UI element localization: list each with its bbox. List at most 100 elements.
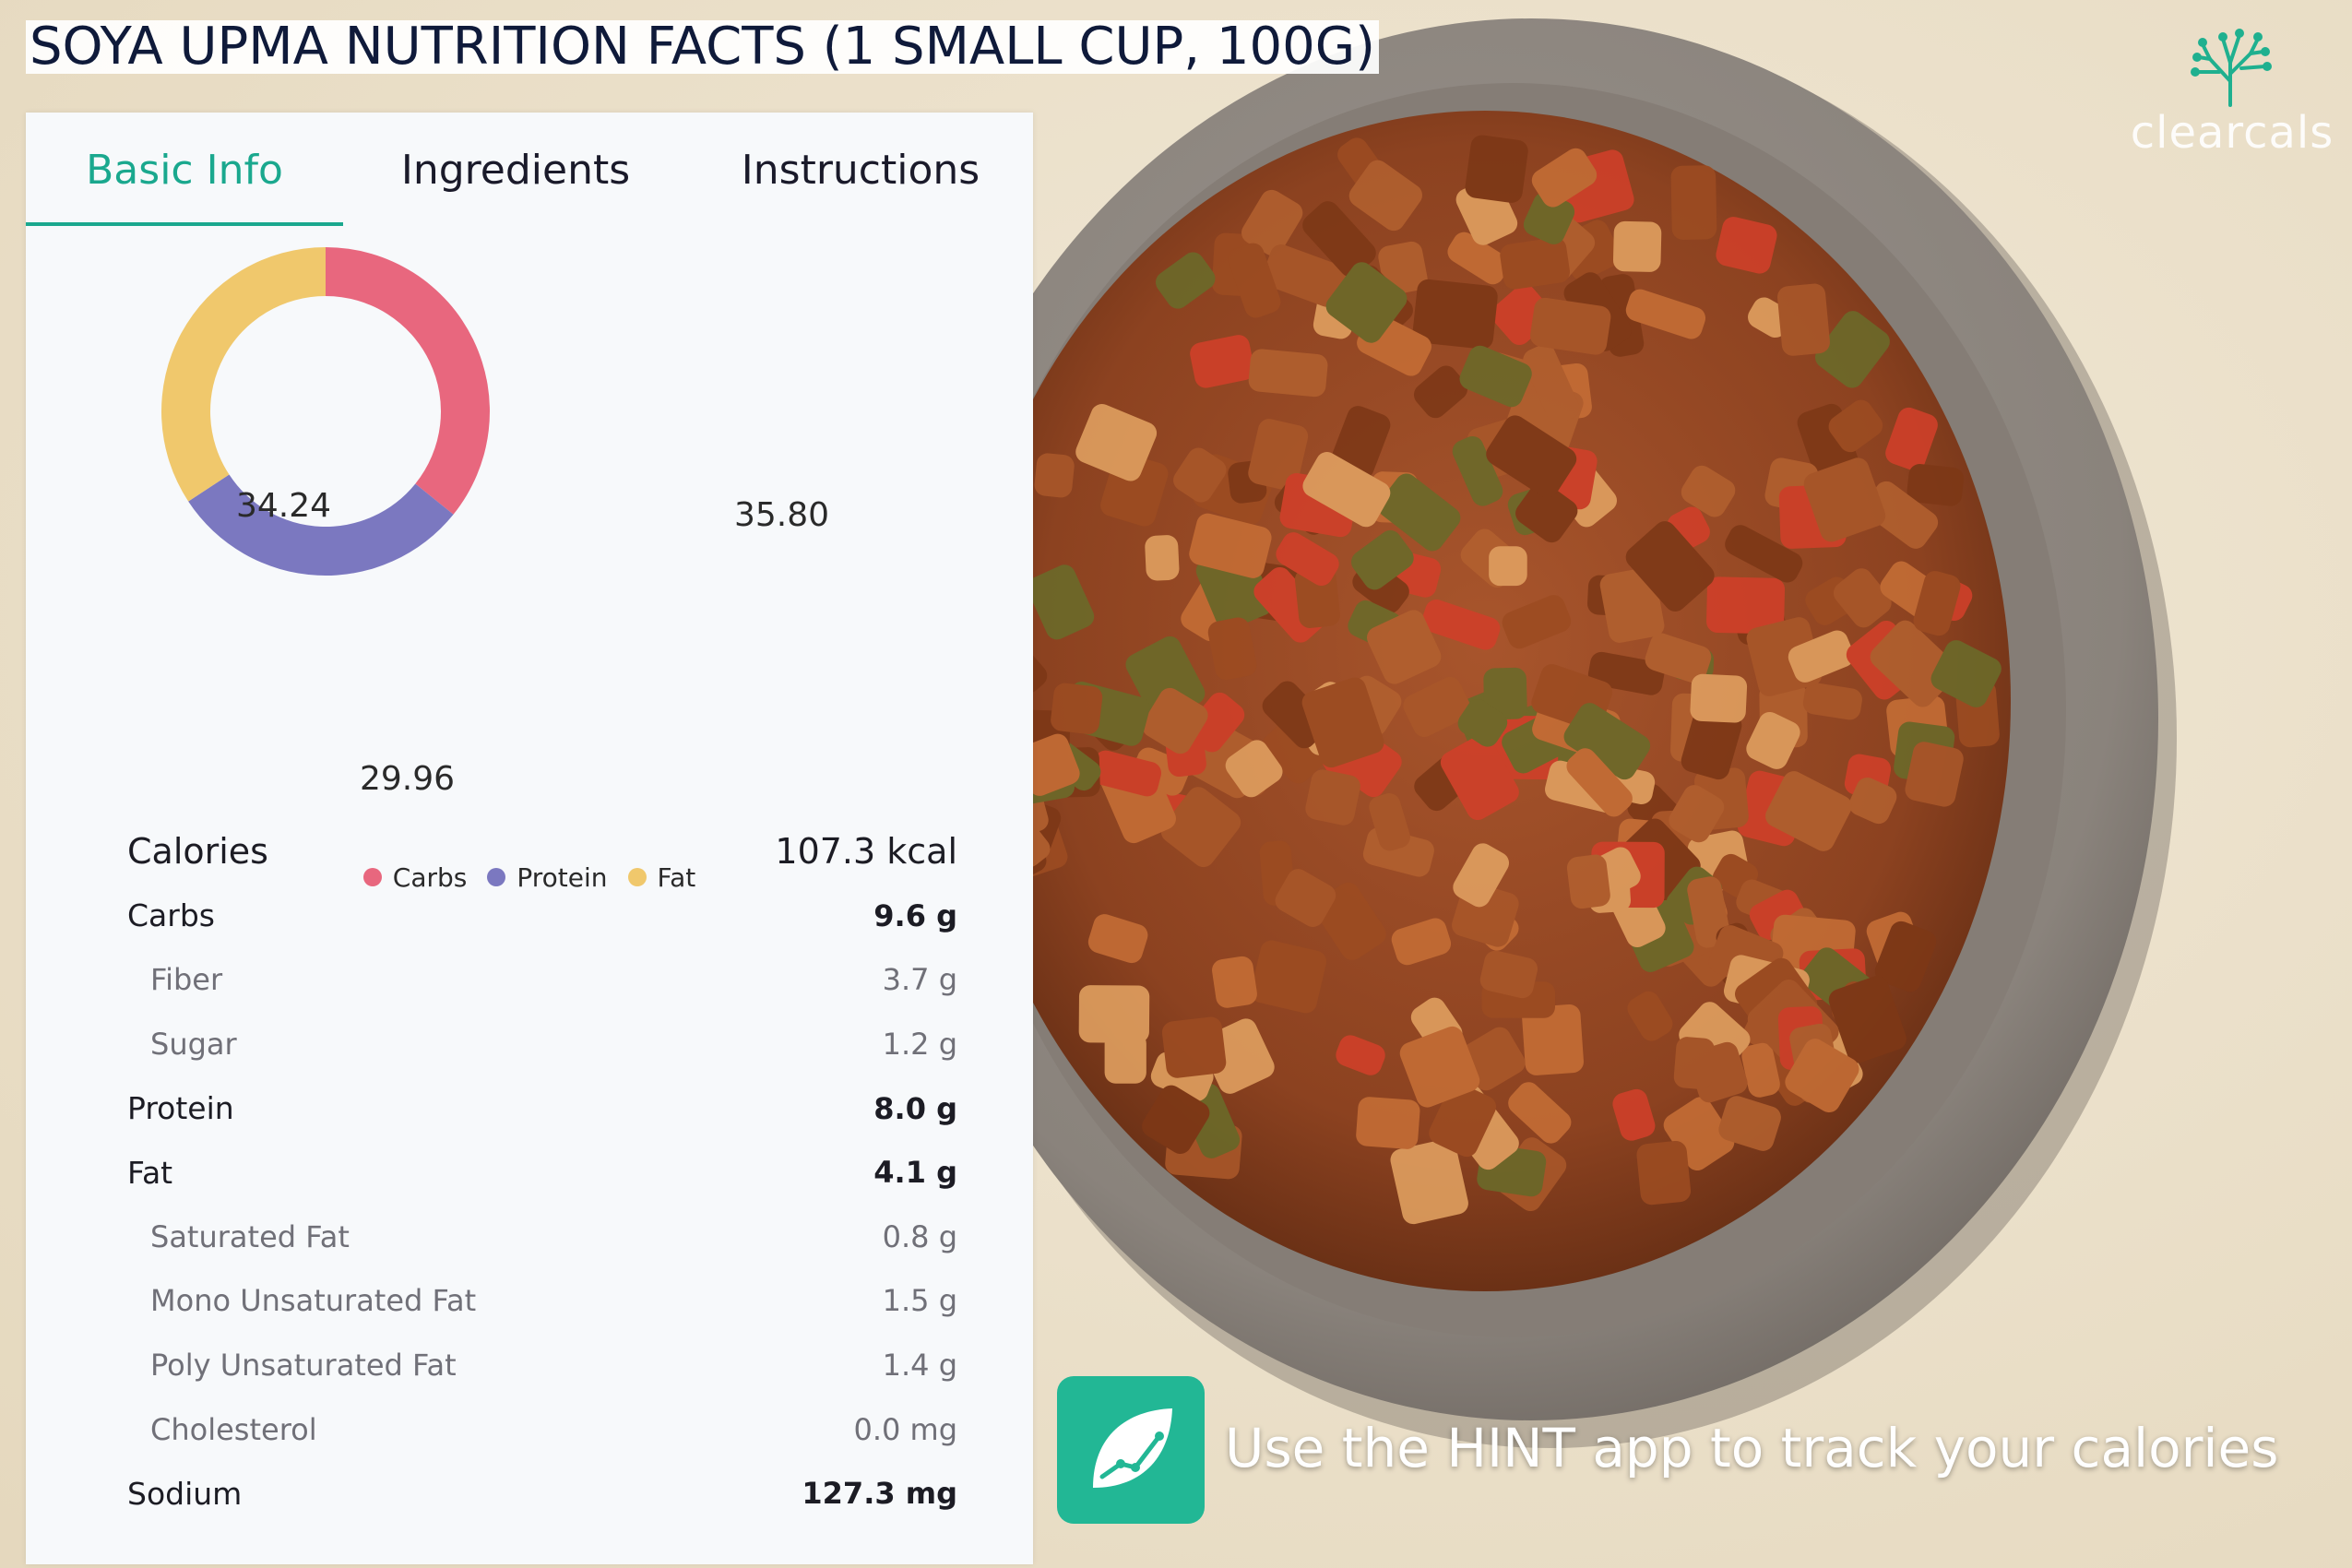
food-chunk <box>1403 676 1471 737</box>
food-chunk <box>1645 633 1712 683</box>
nutrient-value: 3.7 g <box>882 962 957 998</box>
food-chunk <box>1627 991 1673 1041</box>
nutrient-row-fiber: Fiber 3.7 g <box>127 948 957 1013</box>
legend-dot-fat <box>627 868 647 886</box>
food-chunk <box>1248 419 1309 491</box>
nutrient-row-protein: Protein 8.0 g <box>127 1076 957 1141</box>
macro-donut-chart: 35.80 29.96 34.24 Carbs Protein Fat <box>26 227 1033 928</box>
nutrient-label: Saturated Fat <box>150 1218 350 1254</box>
calories-row: Calories 107.3 kcal <box>127 819 957 884</box>
brand-name: clearcals <box>2130 107 2334 159</box>
nutrient-label: Carbs <box>127 897 215 934</box>
donut-slice-fat[interactable] <box>160 247 326 502</box>
food-chunk <box>1421 599 1501 650</box>
food-chunk <box>1741 1042 1780 1098</box>
tab-instructions[interactable]: Instructions <box>741 146 980 194</box>
food-chunk <box>1905 742 1964 807</box>
food-chunk <box>1225 740 1283 798</box>
food-chunk <box>1508 1082 1572 1144</box>
nutrient-label: Sodium <box>127 1475 243 1512</box>
food-chunk <box>1325 262 1408 343</box>
nutrient-value: 127.3 mg <box>802 1476 957 1512</box>
food-chunk <box>1515 481 1578 543</box>
food-chunk <box>1803 457 1886 542</box>
food-chunk <box>1207 617 1257 681</box>
food-chunk <box>1636 1140 1692 1206</box>
food-chunk <box>1104 1032 1146 1084</box>
food-chunk <box>1356 1097 1420 1149</box>
promo-text: Use the HINT app to track your calories <box>1225 1417 2279 1479</box>
tab-basic-info[interactable]: Basic Info <box>86 146 283 194</box>
leaf-chart-icon <box>1093 1408 1172 1488</box>
food-chunk <box>1251 940 1326 1014</box>
food-chunk <box>1625 289 1706 339</box>
food-chunk <box>1885 407 1938 471</box>
food-chunk <box>1815 311 1890 388</box>
food-chunk <box>1413 365 1468 419</box>
nutrient-value: 8.0 g <box>873 1090 957 1126</box>
food-chunk <box>1706 576 1786 635</box>
food-chunk <box>1189 513 1272 578</box>
food-chunk <box>1301 677 1384 768</box>
donut-chart-svg <box>160 247 490 576</box>
nutrition-facts-table: Calories 107.3 kcal Carbs 9.6 g Fiber 3.7 g… <box>127 819 957 1526</box>
legend-label-fat: Fat <box>657 861 696 893</box>
food-chunk <box>1452 435 1503 506</box>
hint-app-icon[interactable] <box>1057 1376 1205 1524</box>
legend-item-protein[interactable]: Protein <box>487 861 608 893</box>
food-chunk <box>1429 1083 1497 1158</box>
food-chunk <box>1276 532 1339 587</box>
donut-slice-carbs[interactable] <box>326 247 490 515</box>
food-chunk <box>1350 529 1414 590</box>
nutrient-row-sodium: Sodium 127.3 mg <box>127 1461 957 1526</box>
legend-label-protein: Protein <box>517 861 608 893</box>
food-chunk <box>1486 415 1577 498</box>
food-chunk <box>1785 1039 1859 1113</box>
food-chunk <box>1483 667 1527 720</box>
food-chunk <box>1447 232 1510 285</box>
food-chunk <box>1531 148 1598 208</box>
legend-item-carbs[interactable]: Carbs <box>362 862 467 893</box>
food-chunk <box>1378 473 1461 552</box>
food-chunk <box>1874 921 1937 992</box>
nutrient-row-sugar: Sugar 1.2 g <box>127 1012 957 1076</box>
food-chunk <box>1612 220 1662 272</box>
tab-ingredients[interactable]: Ingredients <box>400 146 631 194</box>
food-chunk <box>1848 778 1897 825</box>
nutrient-label: Sugar <box>150 1026 237 1062</box>
slice-label-carbs: 35.80 <box>734 496 830 534</box>
food-chunk <box>1187 692 1245 753</box>
legend-dot-protein <box>487 868 506 886</box>
food-chunk <box>1670 165 1717 240</box>
nutrient-value: 1.4 g <box>882 1347 957 1383</box>
nutrient-value: 4.1 g <box>873 1155 957 1191</box>
food-chunk <box>1765 771 1852 851</box>
food-chunk <box>1262 244 1347 307</box>
nutrient-label: Protein <box>127 1090 234 1127</box>
nutrient-row-mono-unsaturated-fat: Mono Unsaturated Fat 1.5 g <box>127 1269 957 1334</box>
nutrient-row-carbs: Carbs 9.6 g <box>127 884 957 948</box>
donut-slice-protein[interactable] <box>188 474 454 576</box>
food-chunk <box>1828 976 1907 1063</box>
food-chunk <box>1173 447 1227 503</box>
food-chunk <box>1087 914 1148 964</box>
food-chunk <box>1367 610 1442 684</box>
legend-item-fat[interactable]: Fat <box>627 861 696 893</box>
nutrient-label: Poly Unsaturated Fat <box>150 1347 457 1383</box>
chart-legend: Carbs Protein Fat <box>26 854 1033 900</box>
food-chunk <box>1336 1035 1385 1075</box>
food-chunk <box>1563 703 1651 780</box>
food-chunk <box>1625 521 1715 612</box>
food-chunk <box>1479 950 1538 999</box>
food-chunk <box>1212 956 1257 1008</box>
food-chunk <box>1718 1096 1781 1151</box>
food-chunk <box>1161 1016 1227 1078</box>
food-chunk <box>1530 297 1611 355</box>
food-chunk <box>1523 192 1575 244</box>
food-chunk <box>1522 1004 1584 1075</box>
food-chunk <box>1369 793 1410 851</box>
food-chunk <box>1241 189 1303 256</box>
nutrient-value: 0.8 g <box>882 1218 957 1254</box>
food-chunk <box>1034 453 1075 498</box>
